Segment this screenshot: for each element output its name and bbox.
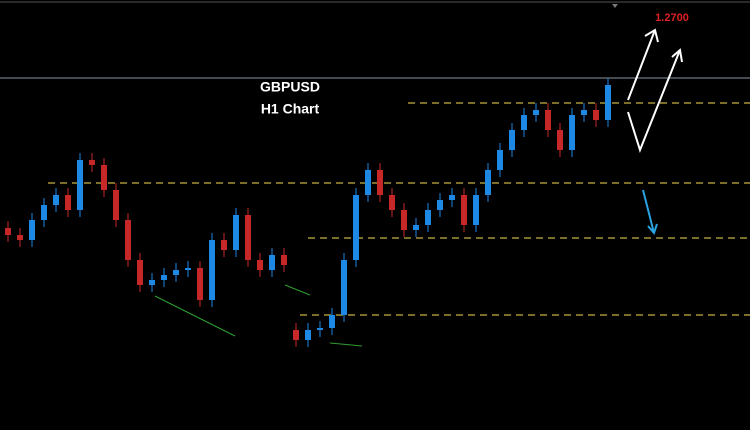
candle-body	[137, 260, 143, 285]
candle-body	[377, 170, 383, 195]
marker	[612, 4, 618, 8]
candle-body	[5, 228, 11, 235]
candle-body	[101, 165, 107, 190]
candle-body	[17, 235, 23, 240]
candle-body	[353, 195, 359, 260]
candle-body	[581, 110, 587, 115]
candle-body	[113, 190, 119, 220]
arrows	[627, 28, 683, 153]
chart-title: GBPUSD	[260, 79, 320, 95]
candle-body	[281, 255, 287, 265]
candle-body	[437, 200, 443, 210]
candle-body	[533, 110, 539, 115]
candle-body	[425, 210, 431, 225]
plot	[0, 77, 750, 347]
candle-body	[545, 110, 551, 130]
trend-line	[284, 284, 311, 296]
candle-body	[521, 115, 527, 130]
candle-body	[209, 240, 215, 300]
candle-body	[53, 195, 59, 205]
candle-body	[485, 170, 491, 195]
candle-body	[161, 275, 167, 280]
candle-body	[401, 210, 407, 230]
candle-body	[557, 130, 563, 150]
candle-body	[149, 280, 155, 285]
candle-body	[89, 160, 95, 165]
candle-body	[389, 195, 395, 210]
candle-body	[233, 215, 239, 250]
candle-body	[449, 195, 455, 200]
candle-body	[305, 330, 311, 340]
candle-body	[341, 260, 347, 315]
candle-body	[497, 150, 503, 170]
candle-body	[41, 205, 47, 220]
trend-line	[154, 295, 236, 337]
candle-body	[293, 330, 299, 340]
candle-body	[29, 220, 35, 240]
candle-body	[125, 220, 131, 260]
candle-body	[593, 110, 599, 120]
candle-body	[461, 195, 467, 225]
candle-body	[317, 328, 323, 330]
candle-body	[173, 270, 179, 275]
candle-body	[509, 130, 515, 150]
annotation: 1.2700	[655, 12, 689, 24]
candle-body	[605, 85, 611, 120]
candle-body	[269, 255, 275, 270]
trend-line	[329, 342, 363, 347]
candle-body	[413, 225, 419, 230]
candle-body	[569, 115, 575, 150]
chart-subtitle: H1 Chart	[261, 101, 320, 117]
candle-body	[221, 240, 227, 250]
candle-body	[257, 260, 263, 270]
candle-body	[473, 195, 479, 225]
candle-body	[185, 268, 191, 270]
candle-body	[77, 160, 83, 210]
down-arrow	[642, 189, 658, 235]
candle-body	[245, 215, 251, 260]
candle-body	[65, 195, 71, 210]
candle-body	[329, 315, 335, 328]
candle-body	[365, 170, 371, 195]
candle-body	[197, 268, 203, 300]
